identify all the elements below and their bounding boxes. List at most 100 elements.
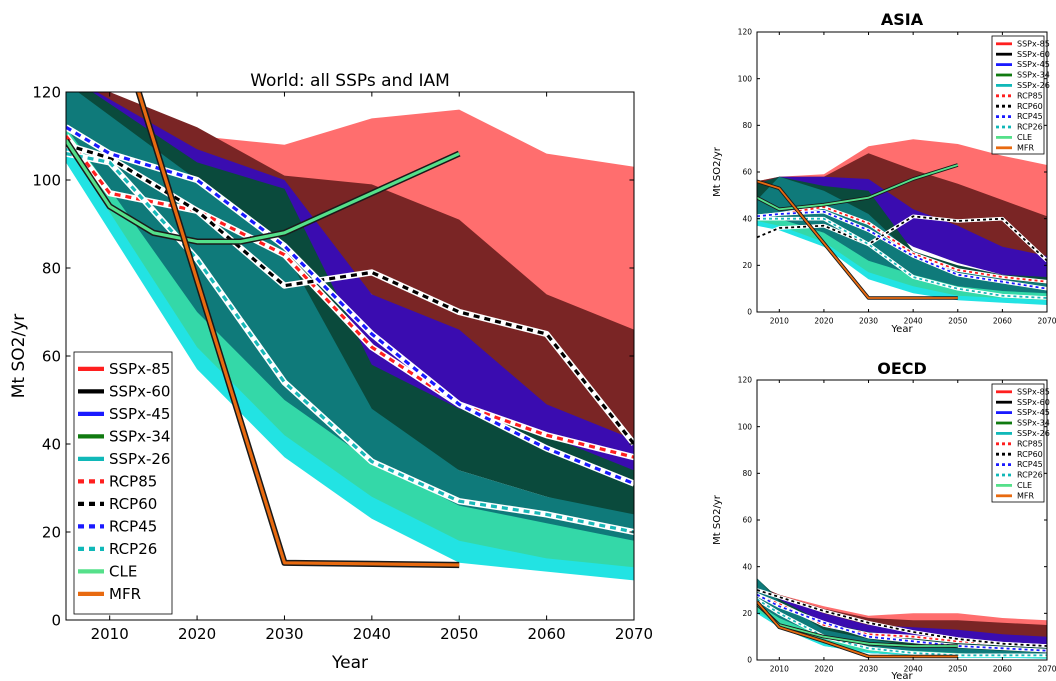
y-tick-label: 120 — [32, 83, 61, 101]
x-tick-label: 2030 — [859, 665, 878, 674]
legend-label: RCP45 — [1017, 460, 1043, 469]
band-sspx-45 — [757, 583, 1047, 651]
legend-item: RCP85 — [78, 472, 157, 490]
legend-label: SSPx-45 — [1017, 60, 1050, 69]
y-axis-label: Mt SO2/yr — [712, 494, 723, 545]
x-tick-label: 2070 — [615, 625, 653, 643]
series-rcp26 — [757, 598, 1047, 657]
series-mfr — [757, 601, 958, 658]
y-tick-label: 60 — [742, 516, 752, 525]
legend-item: RCP45 — [996, 112, 1043, 121]
series-rcp26 — [66, 152, 634, 534]
legend-item: SSPx-34 — [78, 427, 170, 445]
plot-layer — [66, 92, 634, 581]
y-tick-label: 100 — [738, 74, 753, 83]
y-tick-label: 120 — [738, 376, 753, 385]
asia-chart: 2010 2020 2030 2040 2050 2060 2070020406080100… — [712, 10, 1056, 335]
x-tick-label: 2010 — [770, 317, 789, 326]
legend-label: SSPx-34 — [1017, 419, 1050, 428]
legend-item: SSPx-26 — [996, 429, 1050, 438]
y-tick-label: 100 — [738, 422, 753, 431]
chart-title: World: all SSPs and IAM — [250, 71, 450, 91]
y-tick-label: 80 — [742, 121, 752, 130]
y-axis-label: Mt SO2/yr — [9, 314, 29, 399]
legend-box — [991, 35, 1045, 155]
legend-label: RCP60 — [1017, 102, 1043, 111]
legend-label: CLE — [109, 562, 137, 580]
legend-label: SSPx-34 — [109, 427, 170, 445]
series-rcp85 — [757, 206, 1047, 283]
series-rcp60 — [66, 143, 634, 445]
legend-item: SSPx-34 — [996, 419, 1050, 428]
legend-item: RCP60 — [996, 450, 1043, 459]
series-cle — [757, 164, 959, 211]
legend-item: RCP26 — [996, 471, 1043, 480]
legend-label: SSPx-60 — [1017, 50, 1050, 59]
y-tick-label: 20 — [42, 523, 61, 541]
x-tick-label: 2050 — [948, 665, 967, 674]
legend-item: RCP45 — [996, 460, 1043, 469]
x-axis-label: Year — [890, 324, 913, 335]
x-tick-label: 2040 — [904, 665, 923, 674]
legend-item: SSPx-34 — [996, 71, 1050, 80]
y-tick-label: 40 — [742, 214, 752, 223]
legend-label: SSPx-45 — [1017, 408, 1050, 417]
legend-item: MFR — [78, 585, 141, 603]
x-tick-label: 2050 — [948, 317, 967, 326]
legend-item: SSPx-26 — [996, 81, 1050, 90]
y-axis-label: Mt SO2/yr — [712, 146, 723, 197]
y-tick-label: 0 — [747, 656, 752, 665]
x-axis-label: Year — [890, 671, 913, 681]
legend-label: SSPx-26 — [109, 450, 170, 468]
legend-label: CLE — [1017, 481, 1032, 490]
plot-layer — [757, 139, 1047, 305]
x-tick-label: 2040 — [904, 317, 923, 326]
plot-layer — [757, 578, 1047, 659]
legend-label: SSPx-60 — [109, 382, 170, 400]
chart-title: OECD — [877, 359, 927, 378]
legend-label: RCP26 — [1017, 123, 1043, 132]
band-sspx-26-min — [66, 144, 634, 581]
x-tick-label: 2050 — [440, 625, 478, 643]
legend-item: RCP60 — [996, 102, 1043, 111]
series-rcp45 — [757, 210, 1047, 290]
y-tick-label: 60 — [42, 347, 61, 365]
legend-item: SSPx-26 — [78, 450, 170, 468]
band-sspx-26-min — [757, 611, 1047, 659]
series-rcp45 — [757, 593, 1047, 652]
legend-item: SSPx-45 — [996, 408, 1050, 417]
legend-label: RCP26 — [109, 540, 157, 558]
legend-label: MFR — [1017, 143, 1035, 152]
y-tick-label: 20 — [742, 609, 752, 618]
legend-label: SSPx-85 — [1017, 387, 1050, 396]
legend-label: SSPx-34 — [1017, 71, 1050, 80]
legend-label: MFR — [109, 585, 141, 603]
legend-item: SSPx-85 — [996, 387, 1050, 396]
y-tick-label: 20 — [742, 261, 752, 270]
series-rcp26 — [757, 217, 1047, 299]
legend-item: RCP85 — [996, 91, 1043, 100]
oecd-chart: 2010 2020 2030 2040 2050 2060 2070020406080100… — [712, 359, 1056, 681]
legend-item: RCP26 — [996, 123, 1043, 132]
y-tick-label: 120 — [738, 28, 753, 37]
legend-label: CLE — [1017, 133, 1032, 142]
x-tick-label: 2040 — [353, 625, 391, 643]
legend-label: RCP60 — [1017, 450, 1043, 459]
series-rcp60 — [757, 589, 1047, 647]
legend-item: CLE — [996, 481, 1032, 490]
legend-label: MFR — [1017, 491, 1035, 500]
x-tick-label: 2010 — [770, 665, 789, 674]
legend-box — [991, 383, 1045, 503]
band-sspx-26 — [66, 92, 634, 559]
y-tick-label: 40 — [742, 562, 752, 571]
legend-item: RCP60 — [78, 495, 157, 513]
legend-label: SSPx-85 — [109, 360, 170, 378]
legend-label: RCP85 — [1017, 439, 1043, 448]
legend-item: RCP26 — [78, 540, 157, 558]
legend-label: SSPx-85 — [1017, 39, 1050, 48]
band-sspx-60 — [757, 585, 1047, 644]
x-tick-label: 2030 — [265, 625, 303, 643]
legend-label: RCP60 — [109, 495, 157, 513]
legend-item: SSPx-60 — [78, 382, 170, 400]
